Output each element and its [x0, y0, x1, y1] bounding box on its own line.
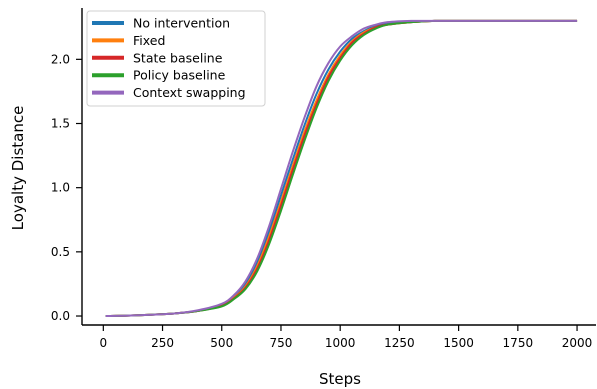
x-tick-label: 0 — [99, 336, 107, 350]
x-tick-label: 2000 — [562, 336, 593, 350]
legend-label: Context swapping — [133, 85, 246, 100]
x-tick-label: 1250 — [384, 336, 415, 350]
y-tick-label: 2.0 — [51, 52, 70, 66]
legend-label: Fixed — [133, 33, 165, 48]
legend-box — [86, 10, 266, 107]
x-tick-label: 500 — [210, 336, 233, 350]
x-tick-label: 1000 — [325, 336, 356, 350]
x-ticks: 0 250 500 750 1000 1250 1500 1750 2000 — [99, 325, 592, 350]
y-tick-label: 0.0 — [51, 309, 70, 323]
plot-lines — [105, 19, 578, 318]
y-tick-label: 1.0 — [51, 181, 70, 195]
x-tick-label: 750 — [270, 336, 293, 350]
x-tick-label: 250 — [151, 336, 174, 350]
legend: No intervention Fixed State baseline Policy… — [86, 10, 266, 107]
y-axis-label: Loyalty Distance — [9, 106, 27, 231]
y-ticks: 0.0 0.5 1.0 1.5 2.0 — [51, 52, 82, 323]
x-tick-label: 1750 — [503, 336, 534, 350]
x-axis-label: Steps — [319, 370, 361, 388]
y-tick-label: 1.5 — [51, 117, 70, 131]
x-tick-label: 1500 — [443, 336, 474, 350]
y-tick-label: 0.5 — [51, 245, 70, 259]
series-line-context-swapping — [105, 19, 578, 318]
legend-label: Policy baseline — [133, 68, 226, 83]
legend-label: No intervention — [133, 16, 230, 31]
legend-label: State baseline — [133, 50, 223, 65]
axes — [81, 8, 596, 326]
